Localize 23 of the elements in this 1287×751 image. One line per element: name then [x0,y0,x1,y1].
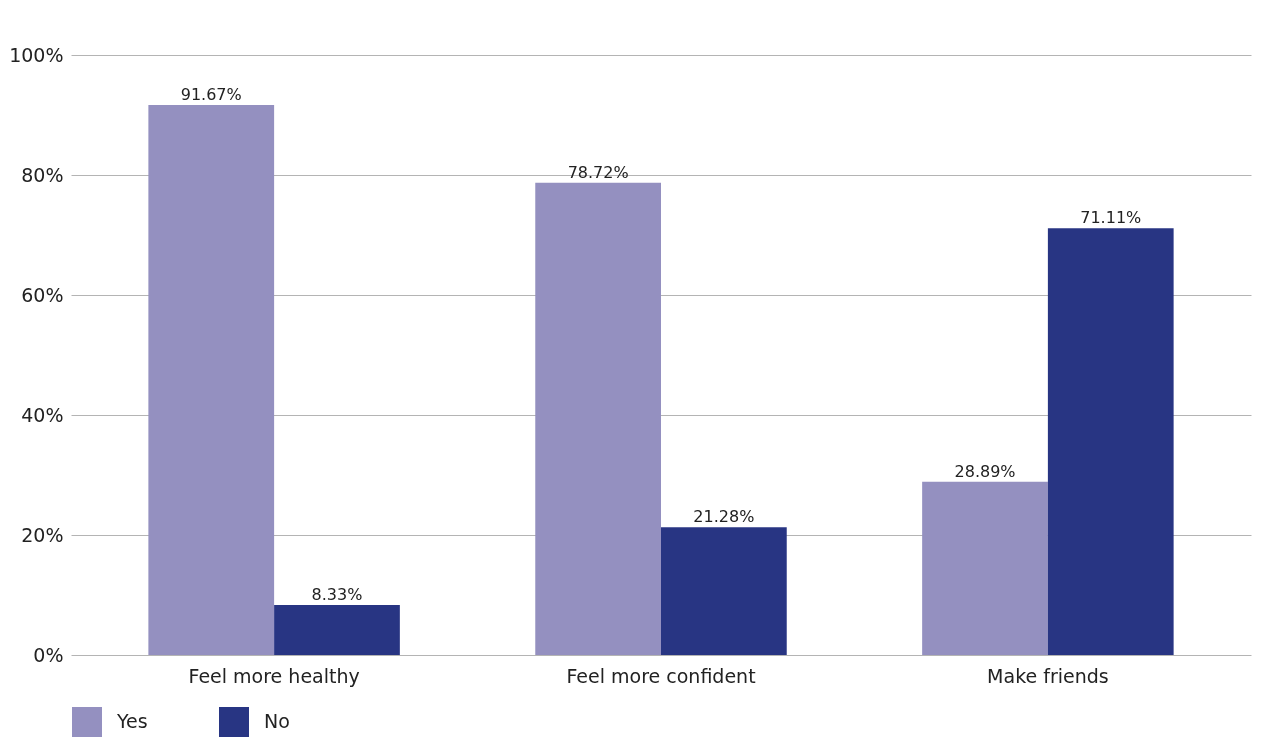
y-tick-label: 20% [21,523,64,546]
x-tick-label: Feel more confident [566,664,756,687]
bar [661,527,787,655]
bar [922,481,1048,655]
bar [1047,228,1174,655]
data-label: 91.67% [180,84,242,104]
y-tick-label: 60% [21,283,64,306]
data-label: 71.11% [1080,208,1142,228]
bar [274,605,400,655]
bar [535,182,661,655]
legend-label: Yes [116,710,148,732]
y-tick-label: 100% [9,43,64,66]
data-label: 28.89% [954,461,1016,481]
bar [148,104,275,655]
data-label: 78.72% [567,162,629,182]
x-tick-label: Feel more healthy [188,664,360,687]
y-tick-label: 0% [33,643,64,666]
legend-label: No [264,710,290,732]
data-label: 8.33% [311,585,363,605]
x-tick-label: Make friends [987,664,1109,687]
y-tick-label: 80% [21,163,64,186]
y-tick-label: 40% [21,403,64,426]
data-label: 21.28% [693,507,755,527]
